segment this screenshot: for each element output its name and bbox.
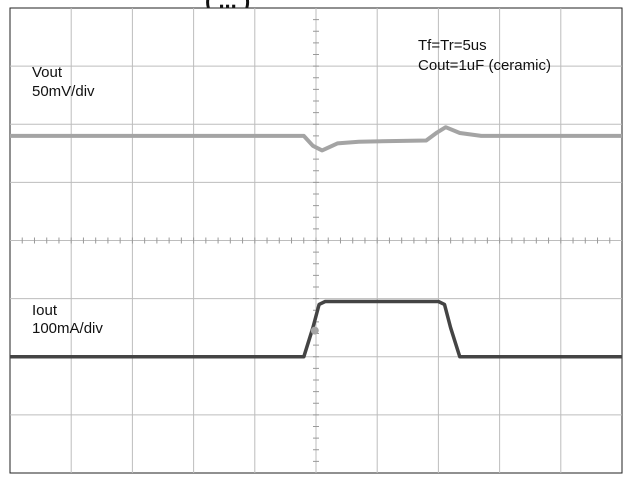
vout-trace [10, 125, 622, 153]
iout-scale-label: 100mA/div [32, 320, 103, 337]
vout-label: Vout [32, 64, 63, 81]
iout-trace [10, 299, 622, 359]
iout-label: Iout [32, 302, 58, 319]
capacitor-annotation: Cout=1uF (ceramic) [418, 57, 551, 74]
title-fragment: ( ... ) [205, 0, 251, 13]
trigger-point-marker [310, 326, 319, 335]
vout-scale-label: 50mV/div [32, 83, 95, 100]
timing-annotation: Tf=Tr=5us [418, 37, 487, 54]
